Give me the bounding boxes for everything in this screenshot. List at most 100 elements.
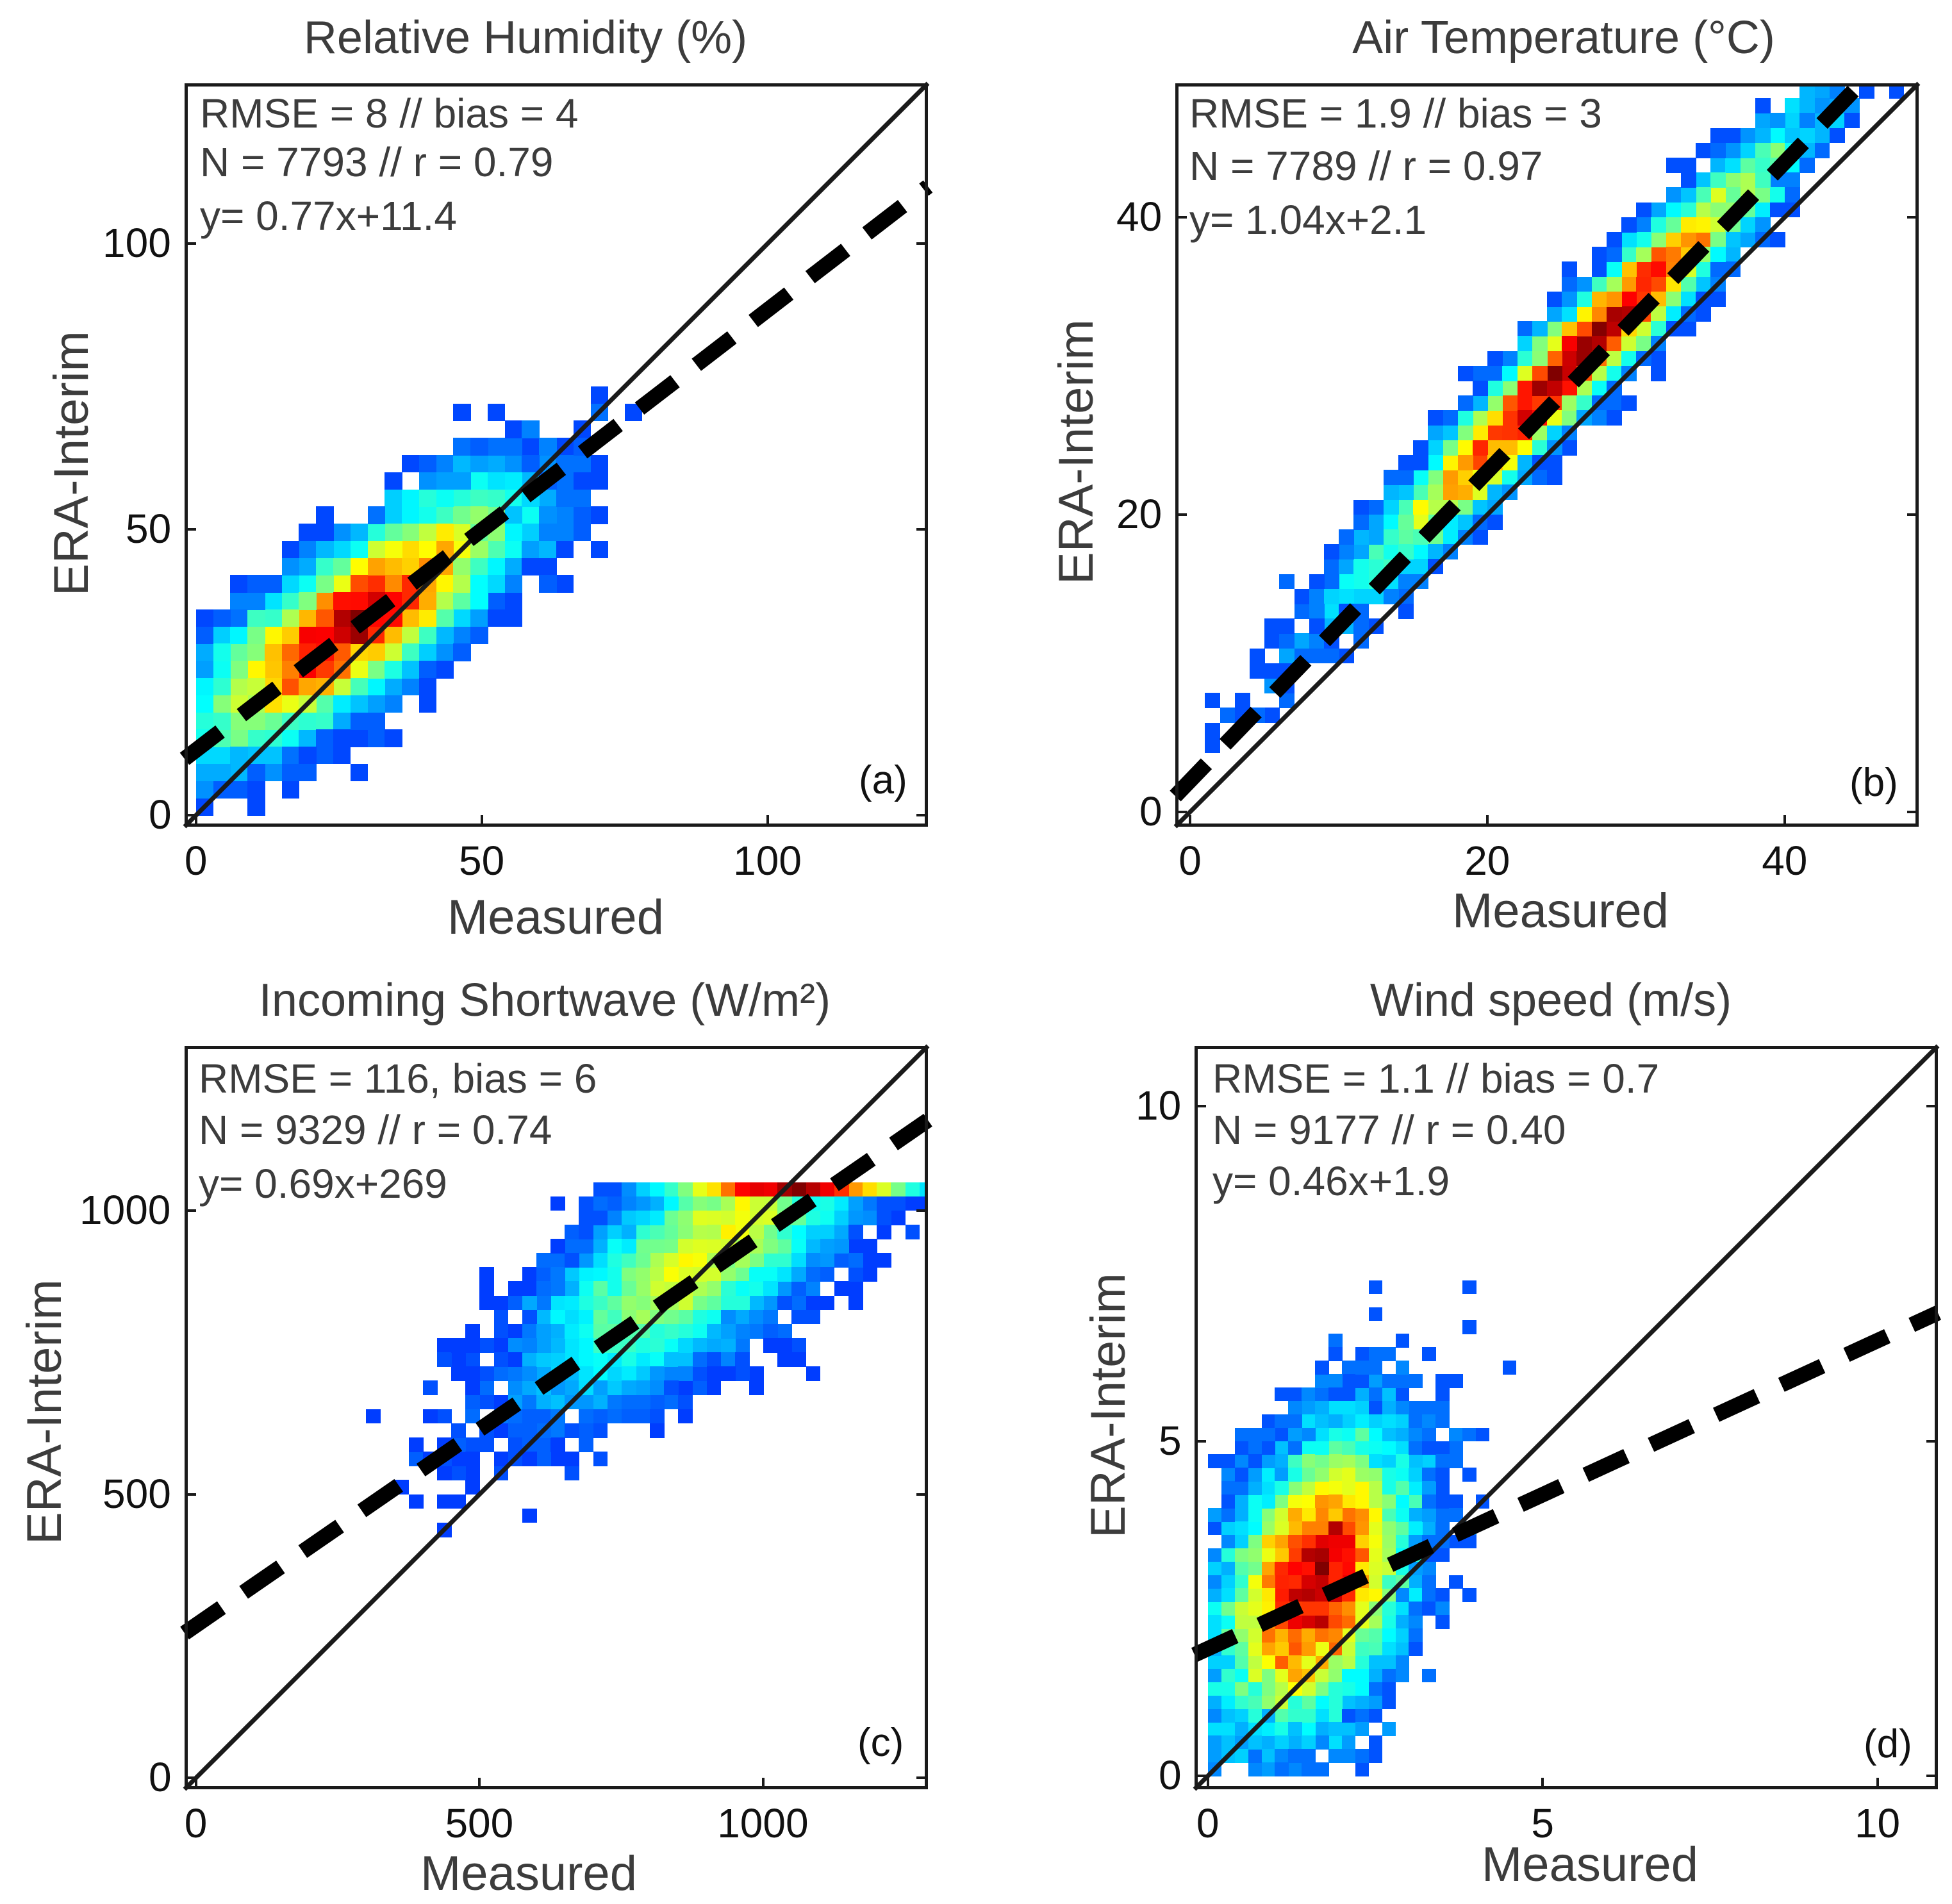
heatmap-cell (1814, 128, 1830, 144)
heatmap-cell (1517, 321, 1533, 336)
heatmap-cell (504, 472, 523, 490)
y-tick (1926, 1439, 1937, 1443)
stat-n-r: N = 7793 // r = 0.79 (200, 139, 554, 185)
heatmap-cell (350, 558, 368, 575)
heatmap-cell (299, 524, 317, 542)
y-tick (1907, 215, 1917, 219)
heatmap-cell (1725, 232, 1741, 247)
heatmap-cell (418, 695, 437, 713)
x-axis-label: Measured (1482, 1837, 1698, 1892)
heatmap-cell (1636, 336, 1651, 352)
heatmap-cell (1666, 306, 1682, 322)
heatmap-cell (1755, 98, 1771, 113)
heatmap-cell (333, 678, 351, 696)
heatmap-cell (573, 506, 591, 524)
heatmap-cell (281, 729, 300, 747)
axes-frame-c (185, 1046, 928, 1789)
heatmap-cell (1651, 306, 1667, 322)
heatmap-cell (230, 678, 248, 696)
heatmap-cell (1309, 618, 1325, 634)
heatmap-cell (539, 558, 557, 575)
heatmap-cell (1339, 574, 1354, 590)
heatmap-cell (504, 592, 523, 610)
heatmap-cell (1383, 484, 1399, 501)
heatmap-cell (247, 781, 265, 799)
heatmap-cell (1547, 321, 1562, 336)
heatmap-cell (385, 524, 402, 542)
heatmap-cell (1398, 574, 1414, 590)
heatmap-cell (299, 763, 317, 782)
heatmap-cell (1250, 663, 1265, 679)
heatmap-cell (1740, 217, 1756, 233)
heatmap-cell (1696, 261, 1711, 277)
stat-fit: y= 0.77x+11.4 (200, 193, 457, 239)
heatmap-cell (230, 626, 248, 645)
heatmap-cell (1353, 499, 1369, 515)
x-axis-label: Measured (420, 1846, 637, 1901)
heatmap-cell (230, 643, 248, 661)
heatmap-cell (402, 489, 420, 507)
heatmap-cell (1502, 381, 1518, 396)
heatmap-cell (550, 1196, 565, 1211)
heatmap-cell (1264, 708, 1280, 724)
heatmap-cell (1606, 410, 1622, 426)
x-tick (762, 1778, 765, 1788)
stat-rmse: RMSE = 1.9 // bias = 3 (1189, 90, 1602, 137)
heatmap-cell (1636, 247, 1651, 262)
heatmap-cell (1473, 529, 1488, 545)
heatmap-cell (1770, 202, 1785, 218)
heatmap-cell (299, 575, 317, 593)
heatmap-cell (1383, 514, 1399, 530)
heatmap-cell (230, 661, 248, 679)
heatmap-cell (1755, 113, 1771, 129)
heatmap-cell (720, 1224, 736, 1239)
x-tick (481, 815, 483, 825)
y-tick-label: 0 (149, 1754, 172, 1801)
heatmap-cell (678, 1309, 693, 1325)
regression-fit-line (179, 180, 933, 765)
heatmap-cell (1740, 128, 1756, 144)
heatmap-cell (573, 524, 591, 542)
heatmap-cell (195, 661, 214, 679)
heatmap-cell (1606, 291, 1622, 307)
y-tick-label: 100 (103, 219, 171, 266)
heatmap-cell (1532, 470, 1548, 485)
y-tick (916, 528, 927, 531)
heatmap-cell (487, 609, 506, 627)
x-tick (1486, 815, 1489, 825)
heatmap-cell (1368, 559, 1384, 575)
heatmap-cell (1339, 529, 1354, 545)
heatmap-cell (1799, 113, 1816, 129)
heatmap-cell (436, 472, 454, 490)
heatmap-cell (1532, 381, 1548, 396)
chart-title: Wind speed (m/s) (1369, 975, 1732, 1026)
heatmap-cell (1651, 365, 1667, 381)
heatmap-cell (453, 506, 471, 524)
heatmap-cell (1562, 381, 1577, 396)
heatmap-cell (1428, 410, 1444, 426)
heatmap-cell (1457, 425, 1473, 441)
heatmap-cell (418, 540, 437, 559)
heatmap-cell (333, 558, 351, 575)
heatmap-cell (590, 386, 608, 404)
heatmap-cell (350, 695, 368, 713)
heatmap-cell (1502, 470, 1518, 485)
heatmap-cell (1710, 172, 1726, 188)
heatmap-cell (247, 643, 265, 661)
heatmap-cell (1443, 425, 1459, 441)
heatmap-cell (635, 1309, 650, 1325)
heatmap-cell (1829, 128, 1845, 144)
heatmap-cell (1517, 336, 1533, 352)
heatmap-cell (1725, 247, 1741, 262)
heatmap-cell (1517, 351, 1533, 367)
heatmap-cell (333, 747, 351, 765)
heatmap-cell (539, 575, 557, 593)
heatmap-cell (536, 1309, 551, 1325)
heatmap-cell (487, 540, 506, 559)
heatmap-cell (720, 1182, 736, 1197)
y-tick (1177, 215, 1187, 219)
heatmap-cell (820, 1210, 835, 1225)
heatmap-cell (1621, 261, 1637, 277)
heatmap-cell (247, 763, 265, 782)
heatmap-cell (593, 1267, 608, 1282)
